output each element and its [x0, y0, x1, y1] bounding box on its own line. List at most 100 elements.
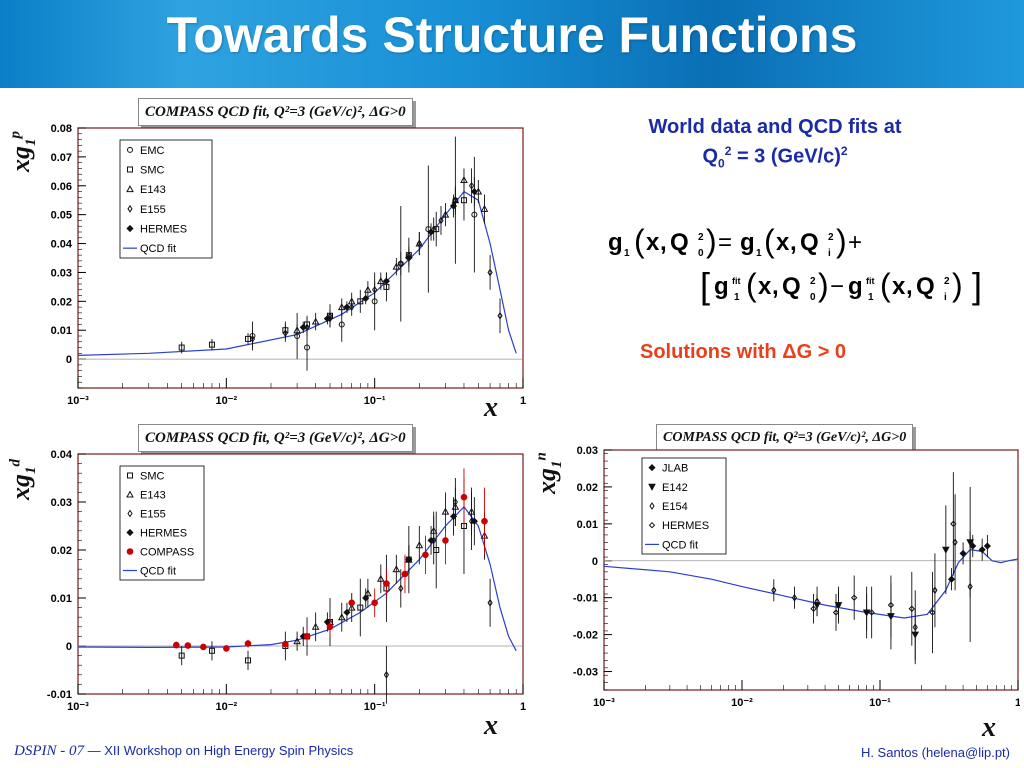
- marker-square: [127, 166, 133, 173]
- x-tick-label: 10⁻¹: [364, 701, 386, 713]
- y-tick-label: -0.01: [47, 689, 72, 701]
- xlabel-deuteron: x: [484, 710, 498, 741]
- marker-star: [299, 323, 307, 331]
- footer-workshop: XII Workshop on High Energy Spin Physics: [104, 743, 354, 758]
- x-tick-label: 10⁻²: [215, 395, 237, 407]
- svg-text:(: (: [634, 223, 645, 259]
- marker-star: [983, 542, 991, 550]
- solutions-text: Solutions with ΔG > 0: [640, 341, 847, 363]
- marker-diamond: [416, 239, 422, 248]
- marker-square: [208, 647, 215, 654]
- svg-text:Q: Q: [670, 229, 689, 256]
- marker-diamond: [649, 502, 655, 510]
- marker-dot: [383, 580, 390, 587]
- marker-diamond-open: [810, 605, 817, 612]
- legend-marker: [127, 472, 133, 479]
- svg-text:2: 2: [810, 276, 816, 287]
- marker-circle: [471, 211, 478, 218]
- marker-triangle: [392, 565, 401, 573]
- marker-dot: [126, 548, 134, 555]
- marker-diamond: [771, 586, 777, 595]
- marker-triangle: [441, 210, 450, 218]
- marker-diamond: [127, 204, 133, 213]
- marker-diamond-open: [832, 609, 840, 616]
- legend-label: HERMES: [140, 224, 187, 236]
- marker-triangle: [293, 326, 301, 334]
- svg-text:): ): [836, 223, 847, 259]
- svg-text:1: 1: [734, 292, 740, 303]
- x-tick-label: 10⁻³: [593, 697, 615, 709]
- marker-diamond-open: [868, 609, 875, 616]
- world-data-text: World data and QCD fits at: [648, 116, 902, 138]
- x-tick-label: 10⁻³: [67, 395, 89, 407]
- marker-triangle-down: [648, 483, 656, 491]
- y-tick-label: 0.04: [51, 239, 73, 251]
- svg-text:x: x: [892, 273, 906, 300]
- marker-triangle: [364, 589, 372, 597]
- legend-label: HERMES: [140, 528, 187, 540]
- svg-text:i: i: [944, 292, 947, 303]
- marker-triangle: [415, 541, 424, 549]
- svg-text:x: x: [758, 273, 772, 300]
- marker-diamond-open: [929, 609, 936, 616]
- marker-diamond: [398, 584, 404, 593]
- legend-label: JLAB: [662, 463, 688, 475]
- xlabel-proton: x: [484, 392, 498, 423]
- legend-marker: [127, 146, 133, 153]
- marker-star: [405, 556, 413, 564]
- chart-neutron: -0.03 -0.02 -0.01 0 0.01 0.02 0.03 10⁻³ 10⁻² 10⁻¹…: [573, 445, 1020, 709]
- marker-circle: [338, 321, 345, 328]
- svg-text:x: x: [776, 229, 790, 256]
- chart-deuteron: -0.01 0 0.01 0.02 0.03 0.04 10⁻³ 10⁻² 10⁻¹ 1 SMC E1…: [47, 449, 526, 713]
- qcd-fit-line: [603, 549, 1019, 619]
- legend-label: QCD fit: [140, 566, 176, 578]
- marker-star: [405, 254, 413, 262]
- marker-dot: [401, 570, 409, 578]
- ylabel-neutron: xg1n: [532, 452, 566, 494]
- x-tick-label: 1: [520, 701, 526, 713]
- y-tick-label: 0.08: [51, 123, 72, 135]
- y-tick-label: 0.06: [51, 181, 72, 193]
- y-tick-label: 0.01: [51, 325, 72, 337]
- marker-circle: [371, 298, 378, 305]
- marker-dot: [326, 623, 334, 631]
- marker-dot: [282, 640, 289, 648]
- marker-dot: [422, 551, 429, 559]
- svg-text:2: 2: [698, 232, 704, 243]
- marker-diamond-open: [850, 594, 858, 601]
- marker-square: [357, 298, 364, 305]
- marker-star: [449, 512, 458, 520]
- y-tick-label: 0: [66, 354, 72, 366]
- legend-label: E154: [662, 501, 688, 513]
- y-tick-label: -0.03: [573, 667, 598, 679]
- marker-diamond: [791, 593, 798, 602]
- marker-diamond: [398, 259, 404, 268]
- marker-diamond: [967, 582, 973, 591]
- y-tick-label: 0.05: [51, 210, 72, 222]
- x-tick-label: 10⁻³: [67, 701, 89, 713]
- marker-diamond: [864, 608, 870, 617]
- marker-circle: [127, 146, 133, 153]
- marker-dot: [442, 537, 449, 544]
- marker-dot: [244, 640, 252, 647]
- marker-square: [208, 341, 215, 348]
- x-tick-label: 1: [1015, 697, 1020, 709]
- legend-marker: [649, 502, 655, 510]
- marker-triangle: [376, 277, 385, 285]
- svg-text:,: ,: [790, 229, 797, 256]
- legend-marker: [126, 185, 134, 193]
- svg-text:Q: Q: [916, 273, 935, 300]
- marker-diamond-open: [950, 520, 957, 528]
- marker-triangle: [441, 507, 450, 515]
- footer-dash: —: [87, 743, 101, 758]
- svg-text:0: 0: [698, 248, 704, 259]
- legend-label: QCD fit: [140, 243, 176, 255]
- marker-diamond: [468, 181, 475, 190]
- title-bar: [0, 0, 1024, 88]
- marker-diamond: [814, 597, 820, 606]
- marker-star: [323, 315, 331, 323]
- marker-star: [382, 277, 390, 285]
- marker-star: [978, 546, 986, 554]
- legend-label: E142: [662, 482, 688, 494]
- legend-marker: [126, 490, 134, 498]
